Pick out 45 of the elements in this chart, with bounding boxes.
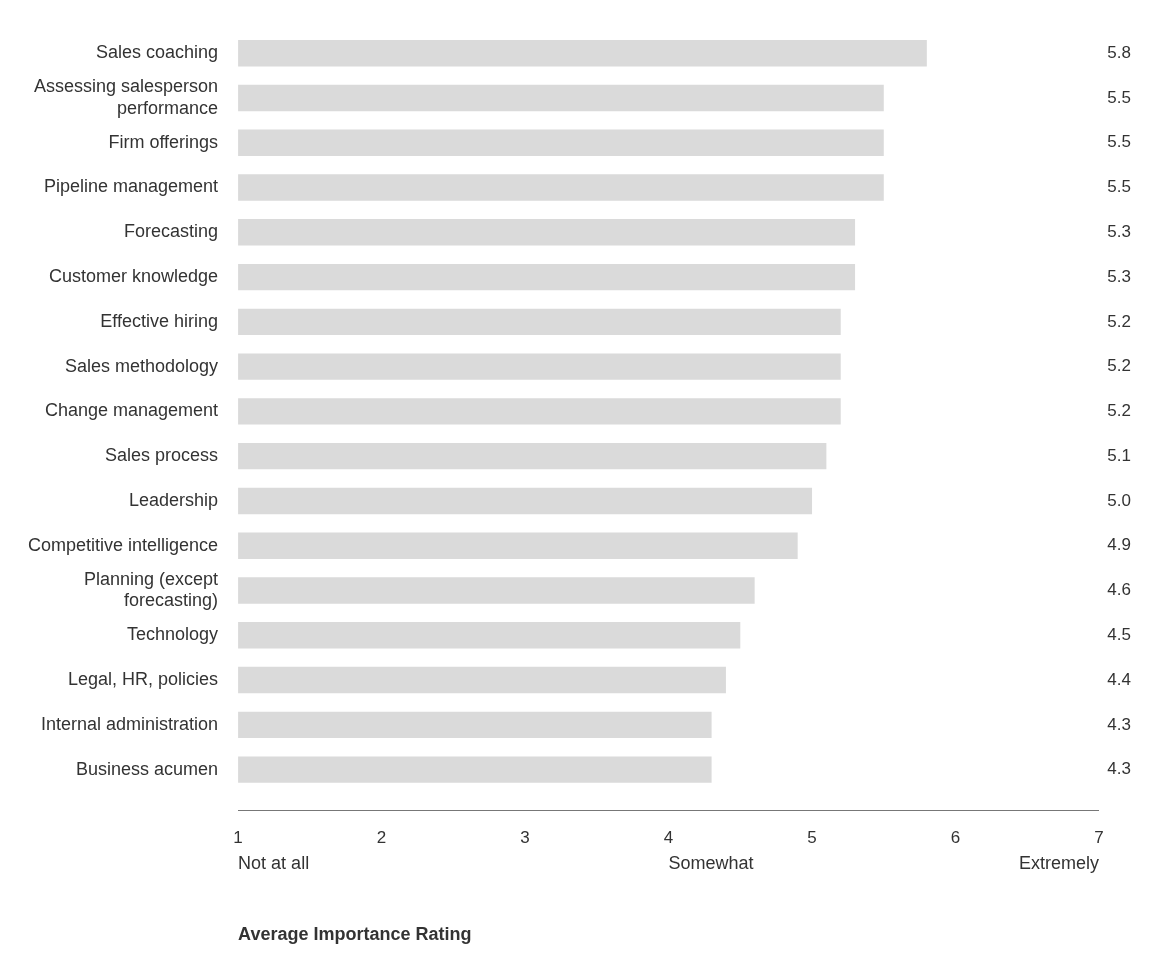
x-axis-title: Average Importance Rating — [238, 924, 472, 945]
y-tick-label: Sales coaching — [96, 42, 219, 63]
data-label: 5.0 — [1107, 490, 1131, 510]
y-tick-label: Internal administration — [41, 713, 219, 734]
data-label: 5.8 — [1107, 42, 1131, 62]
x-tick-label: 5 — [807, 827, 817, 847]
data-label: 5.5 — [1107, 87, 1131, 107]
x-tick-label: 6 — [950, 827, 961, 847]
y-tick-label: Pipeline management — [43, 176, 219, 197]
data-label: 4.4 — [1107, 669, 1131, 689]
data-label: 5.2 — [1107, 311, 1131, 331]
data-label: 5.3 — [1107, 221, 1131, 241]
data-label: 4.3 — [1107, 714, 1131, 734]
x-tick-label: 2 — [376, 827, 387, 847]
text: Extremely — [1018, 852, 1099, 873]
y-tick-label: Sales methodology — [64, 355, 219, 376]
data-label: 4.3 — [1107, 759, 1131, 779]
text: Not at all — [238, 852, 310, 873]
data-label: 5.3 — [1107, 266, 1131, 286]
data-label: 5.2 — [1107, 356, 1131, 376]
x-tick-label: 4 — [663, 827, 674, 847]
y-tick-label: Technology — [127, 624, 219, 645]
data-label: 5.5 — [1107, 132, 1131, 152]
y-tick-label: Effective hiring — [100, 310, 219, 331]
x-tick-label: 1 — [233, 827, 243, 847]
y-tick-label: Customer knowledge — [49, 266, 219, 287]
x-tick-label: 3 — [520, 827, 530, 847]
y-tick-label: Forecasting — [124, 221, 219, 242]
y-tick-label: Sales process — [105, 445, 219, 466]
y-tick-label: Leadership — [129, 489, 219, 510]
x-tick-label: 7 — [1094, 827, 1104, 847]
data-label: 5.2 — [1107, 401, 1131, 421]
y-tick-label: Planning (except forecasting) — [84, 568, 219, 611]
data-label: 4.6 — [1107, 580, 1131, 600]
y-tick-label: Legal, HR, policies — [68, 669, 219, 690]
y-tick-label: Assessing salesperson performance — [33, 76, 219, 118]
y-tick-label: Firm offerings — [108, 131, 219, 152]
text: Somewhat — [668, 852, 754, 873]
y-tick-label: Change management — [44, 400, 219, 421]
data-label: 5.1 — [1107, 445, 1131, 465]
data-label: 4.9 — [1107, 535, 1131, 555]
y-tick-label: Competitive intelligence — [27, 534, 219, 555]
y-tick-label: Business acumen — [76, 758, 219, 779]
data-label: 4.5 — [1107, 624, 1131, 644]
data-label: 5.5 — [1107, 177, 1131, 197]
